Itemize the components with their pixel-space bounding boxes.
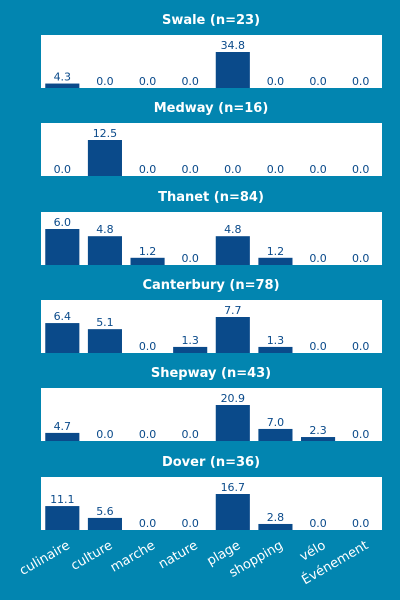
bar xyxy=(173,346,208,353)
data-label: 0.0 xyxy=(54,163,72,176)
data-label: 0.0 xyxy=(309,252,327,265)
data-label: 7.0 xyxy=(267,416,285,429)
panel-4: Shepway (n=43) 4.7 0.0 0.0 0.0 20.9 7.0 2.3 0.0 xyxy=(41,366,382,441)
data-label: 16.7 xyxy=(221,481,246,494)
data-label: 0.0 xyxy=(352,517,370,530)
data-label: 6.0 xyxy=(54,216,72,229)
data-label: 0.0 xyxy=(267,75,285,88)
data-label: 0.0 xyxy=(352,428,370,441)
data-label: 0.0 xyxy=(352,340,370,353)
data-label: 7.7 xyxy=(224,304,242,317)
x-tick-label: marche xyxy=(108,538,158,576)
data-label: 6.4 xyxy=(54,310,72,323)
data-label: 0.0 xyxy=(139,517,157,530)
bar xyxy=(45,432,80,441)
data-label: 4.8 xyxy=(224,223,242,236)
bar xyxy=(87,517,122,530)
data-label: 4.8 xyxy=(96,223,114,236)
data-label: 4.7 xyxy=(54,420,72,433)
data-label: 0.0 xyxy=(181,517,199,530)
data-label: 1.2 xyxy=(139,245,157,258)
data-label: 11.1 xyxy=(50,493,75,506)
bar xyxy=(258,257,293,265)
data-label: 0.0 xyxy=(139,163,157,176)
panel-5: Dover (n=36) 11.1 5.6 0.0 0.0 16.7 2.8 0.0 0.0 xyxy=(41,455,382,530)
data-label: 5.1 xyxy=(96,316,114,329)
panel-title: Thanet (n=84) xyxy=(158,190,264,205)
bar xyxy=(215,494,250,530)
bar xyxy=(45,506,80,530)
data-label: 1.3 xyxy=(181,334,199,347)
bar xyxy=(87,329,122,353)
data-label: 0.0 xyxy=(96,428,114,441)
bar xyxy=(87,236,122,265)
data-label: 0.0 xyxy=(309,517,327,530)
data-label: 0.0 xyxy=(352,252,370,265)
data-label: 0.0 xyxy=(352,163,370,176)
data-label: 0.0 xyxy=(224,163,242,176)
data-label: 0.0 xyxy=(139,75,157,88)
bar xyxy=(45,323,80,353)
data-label: 1.3 xyxy=(267,334,285,347)
bar xyxy=(45,229,80,265)
data-label: 0.0 xyxy=(181,428,199,441)
bar xyxy=(258,428,293,441)
data-label: 2.3 xyxy=(309,424,327,437)
bar xyxy=(301,437,336,441)
panel-title: Medway (n=16) xyxy=(154,101,269,116)
bar xyxy=(258,523,293,530)
bar xyxy=(45,83,80,88)
bar xyxy=(87,140,122,176)
panel-background xyxy=(41,388,382,441)
bar xyxy=(215,405,250,441)
bar xyxy=(215,236,250,265)
panel-2: Thanet (n=84) 6.0 4.8 1.2 0.0 4.8 1.2 0.0 0.0 xyxy=(41,190,382,265)
data-label: 0.0 xyxy=(309,75,327,88)
panel-1: Medway (n=16) 0.0 12.5 0.0 0.0 0.0 0.0 0.0 0.0 xyxy=(41,101,382,176)
panel-title: Shepway (n=43) xyxy=(151,366,271,381)
x-tick-label: culinaire xyxy=(17,538,73,579)
data-label: 0.0 xyxy=(309,340,327,353)
panel-title: Dover (n=36) xyxy=(162,455,260,470)
data-label: 1.2 xyxy=(267,245,285,258)
bar xyxy=(215,317,250,353)
data-label: 0.0 xyxy=(352,75,370,88)
data-label: 0.0 xyxy=(181,75,199,88)
data-label: 0.0 xyxy=(181,252,199,265)
bar xyxy=(215,52,250,88)
panel-background xyxy=(41,35,382,88)
data-label: 0.0 xyxy=(267,163,285,176)
x-tick-label: culture xyxy=(69,538,116,574)
bar xyxy=(258,346,293,353)
data-label: 0.0 xyxy=(181,163,199,176)
data-label: 0.0 xyxy=(139,340,157,353)
data-label: 12.5 xyxy=(93,127,118,140)
data-label: 0.0 xyxy=(139,428,157,441)
data-label: 2.8 xyxy=(267,511,285,524)
panel-title: Canterbury (n=78) xyxy=(142,278,279,293)
bar xyxy=(130,257,165,265)
data-label: 20.9 xyxy=(221,392,246,405)
panel-0: Swale (n=23) 4.3 0.0 0.0 0.0 34.8 0.0 0.0 0.0 xyxy=(41,13,382,88)
data-label: 5.6 xyxy=(96,505,114,518)
data-label: 34.8 xyxy=(221,39,246,52)
data-label: 4.3 xyxy=(54,71,72,84)
panel-title: Swale (n=23) xyxy=(162,13,260,28)
x-tick-label: nature xyxy=(156,538,200,572)
panel-3: Canterbury (n=78) 6.4 5.1 0.0 1.3 7.7 1.3 0.0 0.… xyxy=(41,278,382,353)
data-label: 0.0 xyxy=(96,75,114,88)
data-label: 0.0 xyxy=(309,163,327,176)
